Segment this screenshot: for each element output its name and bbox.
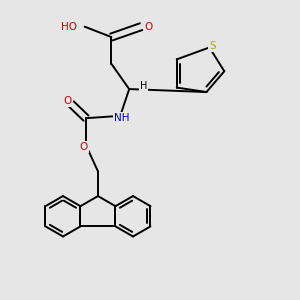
Text: O: O <box>144 22 153 32</box>
Text: O: O <box>64 96 72 106</box>
Text: S: S <box>209 41 216 51</box>
Text: NH: NH <box>114 113 130 123</box>
Text: H: H <box>140 80 147 91</box>
Text: HO: HO <box>61 22 77 32</box>
Text: O: O <box>80 142 88 152</box>
